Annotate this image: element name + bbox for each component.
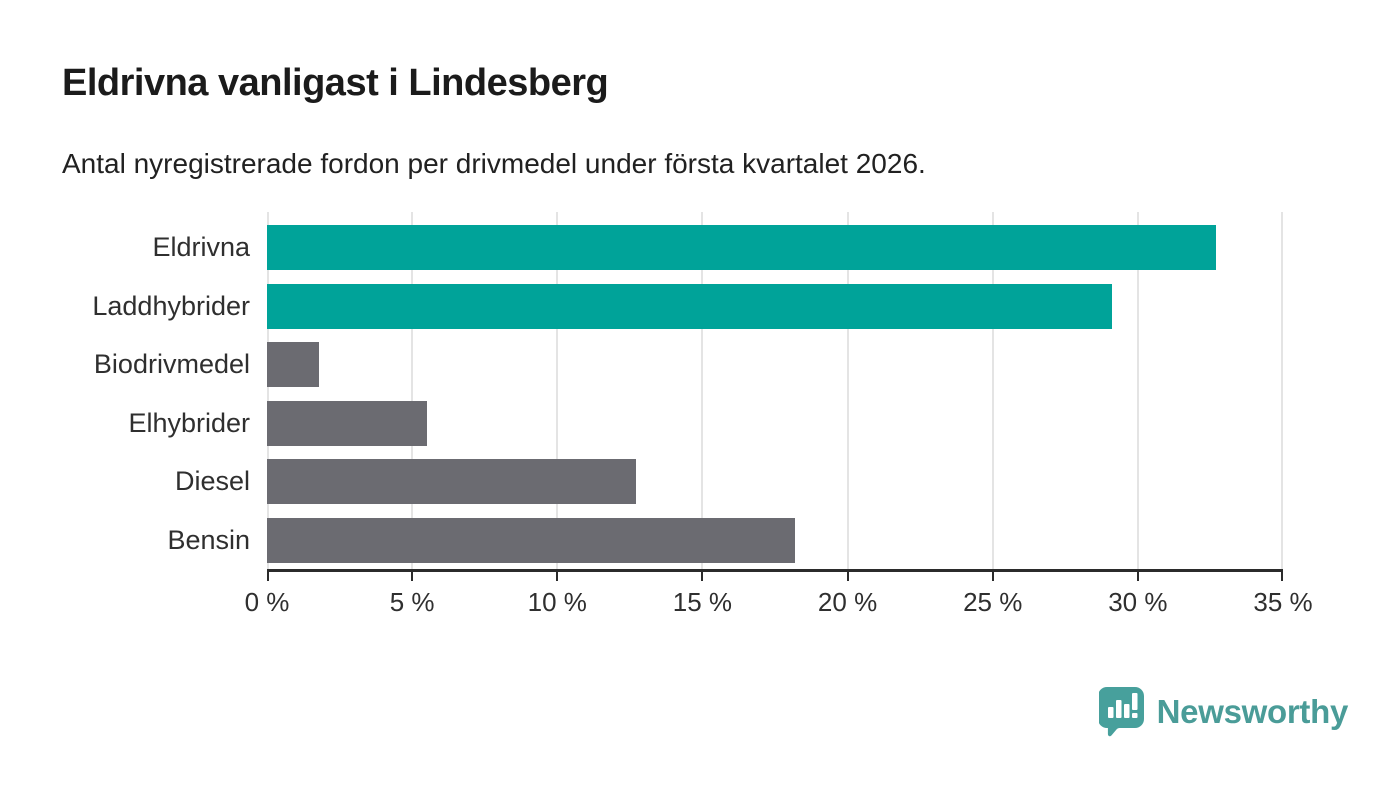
gridline bbox=[701, 212, 704, 569]
newsworthy-logo[interactable]: Newsworthy bbox=[1098, 686, 1349, 737]
y-axis-label: Eldrivna bbox=[152, 232, 250, 262]
gridline bbox=[846, 212, 849, 569]
y-axis-label: Bensin bbox=[167, 525, 250, 555]
bar-laddhybrider bbox=[267, 283, 1112, 329]
y-axis-label: Elhybrider bbox=[128, 407, 250, 438]
newsworthy-icon bbox=[1098, 686, 1145, 737]
axis-tick bbox=[556, 572, 559, 581]
gridline bbox=[411, 212, 414, 569]
axis-tick bbox=[411, 572, 414, 581]
chart-title: Eldrivna vanligast i Lindesberg bbox=[62, 62, 609, 104]
plot-area: 0 % 5 % 10 % 15 % 20 % 25 % 30 % 35 % bbox=[245, 212, 1313, 617]
axis-tick bbox=[1136, 572, 1139, 581]
x-tick-label: 5 % bbox=[389, 587, 435, 617]
y-axis-label: Biodrivmedel bbox=[93, 349, 250, 380]
bar-elhybrider bbox=[267, 400, 427, 446]
gridline bbox=[1281, 212, 1283, 569]
axis-tick bbox=[1281, 572, 1283, 581]
x-tick-label: 30 % bbox=[1108, 587, 1168, 617]
x-tick-label: 35 % bbox=[1253, 587, 1313, 617]
gridline bbox=[267, 212, 269, 569]
x-tick-label: 20 % bbox=[817, 587, 878, 617]
gridline bbox=[556, 212, 559, 569]
y-axis-label: Laddhybrider bbox=[92, 290, 250, 321]
x-tick-label: 0 % bbox=[244, 587, 290, 617]
bar-bensin bbox=[267, 518, 796, 563]
x-tick-label: 10 % bbox=[527, 587, 587, 617]
y-axis-label: Diesel bbox=[174, 466, 250, 497]
gridline bbox=[1136, 212, 1139, 569]
bar-eldrivna bbox=[267, 225, 1217, 270]
x-tick-label: 15 % bbox=[672, 587, 733, 617]
axis-tick bbox=[846, 572, 849, 581]
y-axis-labels: Eldrivna Laddhybrider Biodrivmedel Elhyb… bbox=[0, 212, 250, 569]
bar-biodrivmedel bbox=[267, 342, 320, 388]
axis-tick bbox=[267, 572, 269, 581]
newsworthy-logo-text: Newsworthy bbox=[1156, 692, 1349, 730]
chart-subtitle: Antal nyregistrerade fordon per drivmede… bbox=[62, 148, 926, 179]
gridline bbox=[991, 212, 994, 569]
axis-tick bbox=[701, 572, 704, 581]
axis-tick bbox=[991, 572, 994, 581]
bar-diesel bbox=[267, 459, 636, 505]
x-tick-label: 25 % bbox=[963, 587, 1023, 617]
